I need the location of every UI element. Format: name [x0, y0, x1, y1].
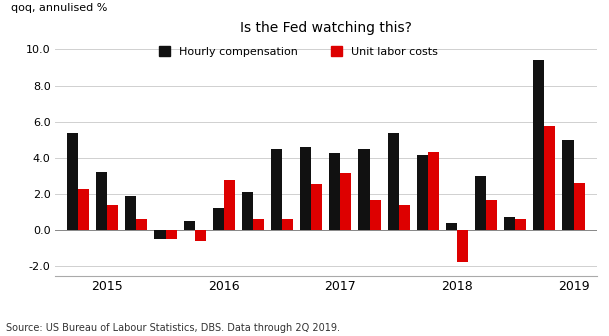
Bar [311, 184, 322, 230]
Bar [78, 189, 89, 230]
Bar [224, 180, 235, 230]
Bar [544, 126, 555, 230]
Bar [574, 183, 585, 230]
Bar [166, 230, 177, 239]
Bar [504, 217, 515, 230]
Bar [329, 154, 340, 230]
Bar [107, 205, 118, 230]
Bar [515, 218, 526, 230]
Bar [417, 155, 428, 230]
Bar [282, 218, 293, 230]
Bar [125, 196, 136, 230]
Text: qoq, annulised %: qoq, annulised % [12, 3, 108, 13]
Bar [359, 149, 370, 230]
Bar [486, 201, 497, 230]
Bar [300, 147, 311, 230]
Bar [446, 223, 457, 230]
Bar [457, 230, 468, 262]
Legend: Hourly compensation, Unit labor costs: Hourly compensation, Unit labor costs [159, 46, 438, 57]
Bar [387, 133, 399, 230]
Bar [195, 230, 206, 241]
Bar [155, 230, 166, 239]
Bar [533, 60, 544, 230]
Bar [271, 149, 282, 230]
Bar [136, 219, 147, 230]
Text: Source: US Bureau of Labour Statistics, DBS. Data through 2Q 2019.: Source: US Bureau of Labour Statistics, … [6, 323, 340, 333]
Bar [340, 173, 351, 230]
Bar [183, 221, 195, 230]
Bar [67, 133, 78, 230]
Bar [96, 172, 107, 230]
Title: Is the Fed watching this?: Is the Fed watching this? [240, 21, 412, 35]
Bar [428, 152, 439, 230]
Bar [213, 208, 224, 230]
Bar [370, 201, 381, 230]
Bar [563, 140, 574, 230]
Bar [399, 205, 410, 230]
Bar [475, 176, 486, 230]
Bar [242, 192, 253, 230]
Bar [253, 218, 264, 230]
